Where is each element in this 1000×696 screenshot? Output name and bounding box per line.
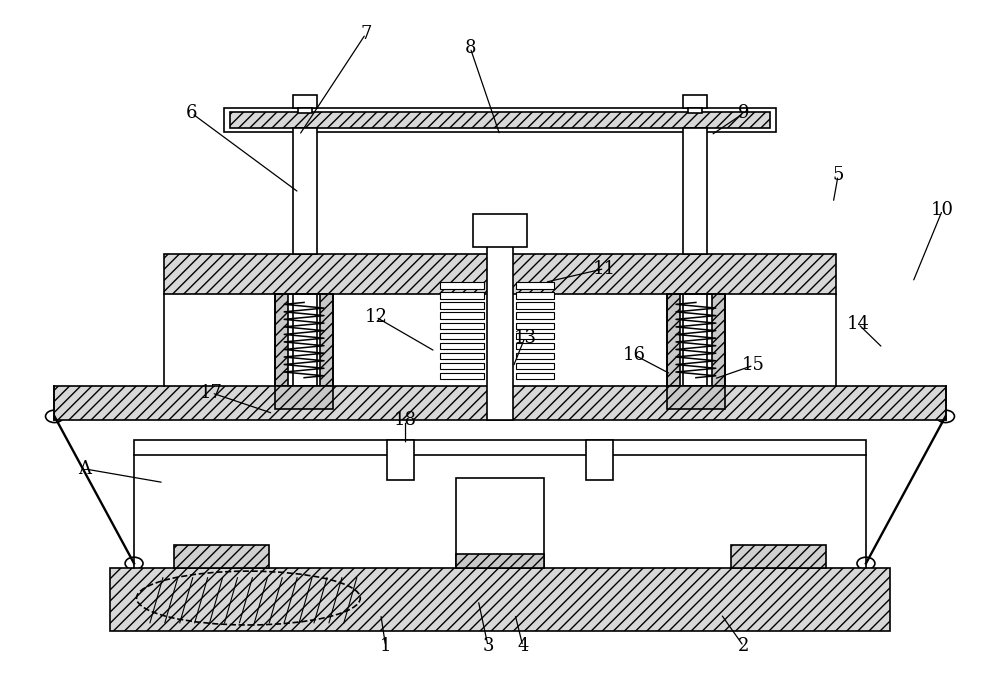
Text: 9: 9 [738,104,749,122]
Bar [440,322,484,329]
Text: 16: 16 [623,346,646,364]
Text: 15: 15 [742,356,765,374]
Text: A: A [78,460,91,478]
Bar [440,283,484,289]
Bar [440,372,484,379]
Text: 18: 18 [394,411,417,429]
Bar [293,129,317,254]
Bar [440,333,484,339]
Bar [516,342,554,349]
Bar [683,294,707,386]
Bar [487,239,513,420]
Bar [164,254,836,294]
Bar [516,303,554,309]
Bar [516,292,554,299]
Bar [440,342,484,349]
Bar [456,554,544,567]
Bar [293,294,317,386]
Bar [320,294,333,386]
Bar [440,363,484,369]
Bar [387,440,414,480]
Text: 11: 11 [593,260,616,278]
Bar [516,363,554,369]
Bar [683,129,707,254]
Bar [683,95,707,109]
Bar [275,386,333,409]
Text: 12: 12 [364,308,387,326]
Bar [667,386,725,409]
Text: 2: 2 [738,638,749,655]
Text: 6: 6 [186,104,197,122]
Bar [54,386,946,420]
Bar [473,214,527,247]
Text: 1: 1 [380,638,391,655]
Bar [712,294,725,386]
Text: 4: 4 [517,638,529,655]
Bar [293,95,317,109]
Bar [731,546,826,567]
Bar [516,313,554,319]
Bar [516,333,554,339]
Bar [275,294,333,386]
Text: 13: 13 [513,329,536,347]
Bar [230,112,770,129]
Bar [667,294,725,386]
Bar [440,292,484,299]
Bar [516,372,554,379]
Text: 14: 14 [847,315,869,333]
Bar [110,567,890,631]
Bar [516,322,554,329]
Bar [586,440,613,480]
Bar [440,303,484,309]
Bar [516,283,554,289]
Text: 5: 5 [832,166,844,184]
Bar [134,440,866,455]
Bar [298,109,312,113]
Text: 7: 7 [360,25,371,43]
Bar [440,313,484,319]
Bar [275,294,288,386]
Text: 8: 8 [464,39,476,56]
Bar [667,294,680,386]
Text: 17: 17 [200,384,223,402]
Text: 10: 10 [931,201,954,219]
Bar [224,109,776,132]
Bar [440,353,484,359]
Bar [516,353,554,359]
Bar [688,109,702,113]
Text: 3: 3 [482,638,494,655]
Bar [456,477,544,567]
Bar [174,546,269,567]
